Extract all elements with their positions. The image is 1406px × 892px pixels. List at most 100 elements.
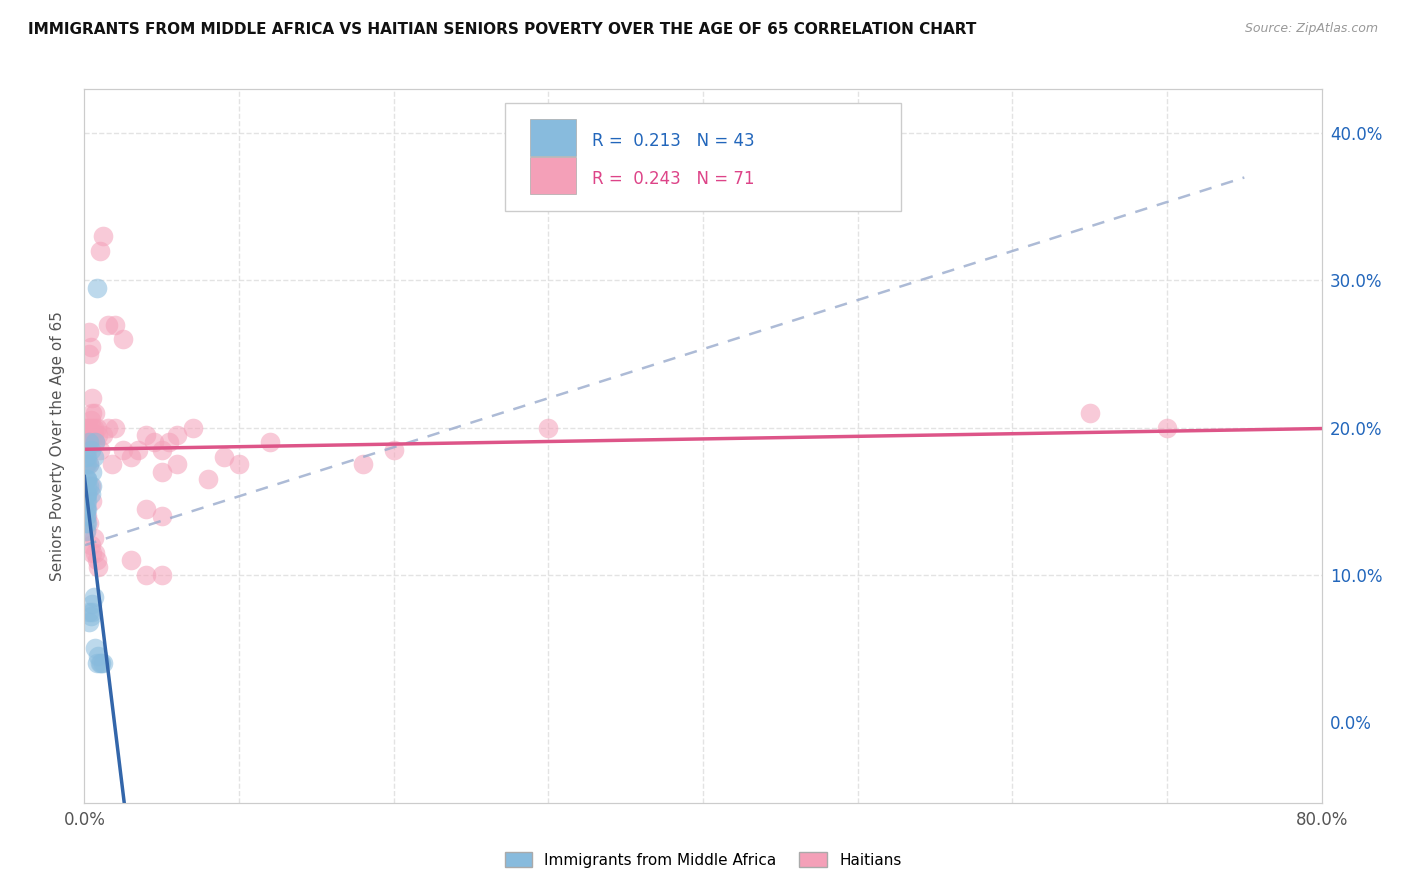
Point — [86, 553, 108, 567]
Point — [82, 420, 104, 434]
Point — [166, 458, 188, 472]
Point — [83, 420, 105, 434]
Point — [75, 508, 97, 523]
Point — [75, 442, 97, 457]
Point — [352, 458, 374, 472]
Point — [76, 487, 98, 501]
Point — [82, 465, 104, 479]
Point — [89, 244, 111, 258]
Point — [181, 420, 204, 434]
Point — [77, 325, 100, 339]
Point — [104, 420, 127, 434]
Point — [150, 465, 173, 479]
Point — [79, 487, 101, 501]
Point — [77, 458, 100, 472]
Point — [84, 435, 107, 450]
Point — [79, 609, 101, 624]
Point — [83, 450, 105, 464]
Point — [197, 472, 219, 486]
Y-axis label: Seniors Poverty Over the Age of 65: Seniors Poverty Over the Age of 65 — [51, 311, 65, 581]
Point — [83, 428, 105, 442]
Point — [77, 435, 100, 450]
Point — [87, 560, 110, 574]
Point — [79, 340, 101, 354]
Point — [82, 391, 104, 405]
Point — [91, 229, 114, 244]
Point — [120, 450, 142, 464]
Point — [76, 516, 98, 531]
Point — [77, 479, 100, 493]
Point — [77, 605, 100, 619]
Point — [79, 413, 101, 427]
Point — [1078, 406, 1101, 420]
Point — [101, 458, 124, 472]
Point — [76, 420, 98, 434]
Legend: Immigrants from Middle Africa, Haitians: Immigrants from Middle Africa, Haitians — [498, 846, 908, 873]
Point — [75, 508, 97, 523]
FancyBboxPatch shape — [530, 120, 575, 156]
Point — [75, 450, 97, 464]
Point — [77, 428, 100, 442]
Point — [91, 656, 114, 670]
Point — [89, 656, 111, 670]
Point — [76, 435, 98, 450]
Point — [228, 458, 250, 472]
Point — [86, 281, 108, 295]
Point — [76, 472, 98, 486]
Point — [77, 420, 100, 434]
Point — [75, 420, 97, 434]
Point — [91, 428, 114, 442]
Point — [97, 420, 120, 434]
Point — [76, 487, 98, 501]
Point — [89, 442, 111, 457]
Point — [82, 479, 104, 493]
Point — [90, 656, 112, 670]
Point — [128, 442, 150, 457]
Point — [82, 597, 104, 611]
Point — [76, 458, 98, 472]
Point — [77, 347, 100, 361]
Point — [79, 479, 101, 493]
Point — [77, 615, 100, 629]
Point — [75, 487, 97, 501]
Point — [83, 531, 105, 545]
Point — [79, 442, 101, 457]
Text: IMMIGRANTS FROM MIDDLE AFRICA VS HAITIAN SENIORS POVERTY OVER THE AGE OF 65 CORR: IMMIGRANTS FROM MIDDLE AFRICA VS HAITIAN… — [28, 22, 977, 37]
Point — [77, 516, 100, 531]
Point — [84, 406, 107, 420]
Point — [75, 524, 97, 538]
Point — [84, 546, 107, 560]
Point — [87, 648, 110, 663]
Point — [83, 590, 105, 604]
Point — [135, 567, 157, 582]
Point — [75, 501, 97, 516]
Point — [166, 428, 188, 442]
Point — [112, 442, 135, 457]
Point — [82, 546, 104, 560]
Point — [79, 428, 101, 442]
Point — [120, 553, 142, 567]
Point — [84, 435, 107, 450]
Point — [76, 435, 98, 450]
Point — [76, 472, 98, 486]
Point — [75, 472, 97, 486]
Point — [382, 442, 405, 457]
Point — [86, 656, 108, 670]
Point — [82, 605, 104, 619]
Point — [79, 538, 101, 552]
Point — [537, 420, 560, 434]
Point — [76, 450, 98, 464]
Point — [75, 487, 97, 501]
Point — [112, 332, 135, 346]
Point — [143, 435, 166, 450]
Point — [75, 524, 97, 538]
Point — [76, 494, 98, 508]
Point — [150, 508, 173, 523]
Text: R =  0.243   N = 71: R = 0.243 N = 71 — [592, 169, 754, 188]
Point — [87, 428, 110, 442]
Point — [150, 567, 173, 582]
Point — [1156, 420, 1178, 434]
Point — [86, 420, 108, 434]
Point — [75, 458, 97, 472]
FancyBboxPatch shape — [530, 157, 575, 194]
